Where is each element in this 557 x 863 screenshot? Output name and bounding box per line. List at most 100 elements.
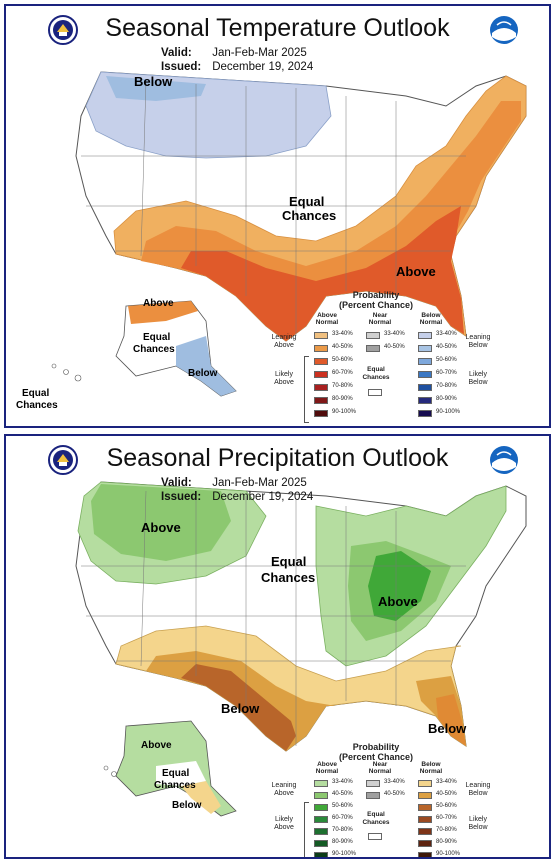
commerce-seal-icon <box>48 445 78 475</box>
valid-line: Valid: Jan-Feb-Mar 2025 <box>161 47 307 59</box>
legend-swatch-label: 50-60% <box>436 357 457 363</box>
legend-col-near: Near Normal <box>368 312 392 326</box>
legend-swatch-above <box>314 804 328 811</box>
label-equal-2: Chances <box>282 208 336 223</box>
legend-swatch-near <box>366 332 380 339</box>
legend-swatch-label: 60-70% <box>332 370 353 376</box>
label-below-fl: Below <box>428 721 467 736</box>
legend-leaning-above: Leaning Above <box>271 782 297 797</box>
valid-value: Jan-Feb-Mar 2025 <box>212 47 307 59</box>
legend-swatch-above <box>314 397 328 404</box>
legend-swatch-label: 33-40% <box>436 779 457 785</box>
label-ak-above: Above <box>143 298 174 309</box>
legend-swatch-label: 60-70% <box>436 815 457 821</box>
label-ak-below: Below <box>188 368 218 379</box>
legend-swatch-label: 33-40% <box>384 331 405 337</box>
legend-swatch-label: 70-80% <box>436 383 457 389</box>
temperature-map: Below Equal Chances Above Above Equal Ch… <box>16 71 527 411</box>
legend-swatch-label: 90-100% <box>436 851 461 857</box>
legend-swatch-label: 70-80% <box>332 383 353 389</box>
legend-swatch-above <box>314 358 328 365</box>
label-ak-equal-2: Chances <box>154 780 196 791</box>
issued-value: December 19, 2024 <box>212 491 314 503</box>
legend-likely-above: Likely Above <box>274 371 294 386</box>
label-ak-below: Below <box>172 800 202 811</box>
noaa-logo-icon <box>490 16 518 44</box>
issued-value: December 19, 2024 <box>212 61 314 73</box>
label-below-nw: Below <box>134 74 173 89</box>
legend-swatch-near <box>366 780 380 787</box>
legend-equal-chances: Equal Chances <box>362 811 390 827</box>
legend-swatch-above <box>314 852 328 857</box>
noaa-logo-icon <box>490 446 518 474</box>
precip-below-50-fl <box>436 694 466 746</box>
legend-swatch-label: 90-100% <box>332 409 357 415</box>
legend-subtitle: (Percent Chance) <box>338 752 414 762</box>
legend-swatch-below <box>418 792 432 799</box>
legend-swatch-equal <box>368 832 382 840</box>
legend-likely-below: Likely Below <box>468 816 488 831</box>
temperature-outlook-panel: Below Equal Chances Above Above Equal Ch… <box>4 4 551 428</box>
precipitation-outlook-panel: Above Equal Chances Above Below Below Ab… <box>4 434 551 859</box>
legend-leaning-below: Leaning Below <box>465 782 491 797</box>
hawaii-islands <box>103 765 117 777</box>
page-title: Seasonal Temperature Outlook <box>105 14 450 42</box>
legend-subtitle: (Percent Chance) <box>338 300 414 310</box>
valid-line: Valid: Jan-Feb-Mar 2025 <box>161 477 307 489</box>
legend-swatch-label: 40-50% <box>384 344 405 350</box>
label-hi-equal-1: Equal <box>22 388 49 399</box>
label-hi-equal-2: Chances <box>16 400 58 411</box>
issued-label: Issued: <box>161 491 202 503</box>
legend-col-below: Below Normal <box>419 761 443 775</box>
legend-swatch-label: 80-90% <box>436 396 457 402</box>
legend-title: Probability <box>352 742 400 752</box>
legend-swatch-equal <box>368 389 382 397</box>
precip-below-50 <box>181 664 296 751</box>
issued-line: Issued: December 19, 2024 <box>161 61 313 73</box>
ak-equal-region <box>156 761 206 786</box>
legend-swatch-above <box>314 840 328 847</box>
label-below-sw: Below <box>221 701 260 716</box>
legend-swatch-label: 70-80% <box>332 827 353 833</box>
label-ak-above: Above <box>141 740 172 751</box>
hawaii-islands <box>51 363 82 382</box>
legend-swatch-label: 50-60% <box>332 803 353 809</box>
legend-swatch-below <box>418 332 432 339</box>
legend-swatch-label: 80-90% <box>332 396 353 402</box>
legend-swatch-label: 33-40% <box>332 779 353 785</box>
legend-swatch-below <box>418 371 432 378</box>
commerce-seal-icon <box>48 15 78 45</box>
legend-swatch-label: 40-50% <box>332 344 353 350</box>
precipitation-legend: Probability (Percent Chance) Above Normal N… <box>246 742 490 857</box>
legend-col-near: Near Normal <box>368 761 392 775</box>
legend-swatch-label: 40-50% <box>384 791 405 797</box>
label-ak-equal-1: Equal <box>162 768 189 779</box>
legend-swatch-below <box>418 780 432 787</box>
legend-col-above: Above Normal <box>315 761 339 775</box>
label-ak-equal-2: Chances <box>133 344 175 355</box>
legend-likely-below: Likely Below <box>468 371 488 386</box>
legend-swatch-label: 33-40% <box>436 331 457 337</box>
legend-swatch-label: 50-60% <box>436 803 457 809</box>
legend-swatch-above <box>314 828 328 835</box>
valid-value: Jan-Feb-Mar 2025 <box>212 477 307 489</box>
legend-swatch-above <box>314 816 328 823</box>
legend-swatch-below <box>418 816 432 823</box>
ak-above-region <box>128 301 198 324</box>
precip-above-gl-50 <box>368 551 431 621</box>
legend-swatch-above <box>314 384 328 391</box>
legend-swatch-label: 70-80% <box>436 827 457 833</box>
legend-title: Probability <box>352 290 400 300</box>
legend-swatch-label: 90-100% <box>436 409 461 415</box>
legend-swatch-label: 40-50% <box>332 791 353 797</box>
legend-swatch-label: 50-60% <box>332 357 353 363</box>
legend-swatch-below <box>418 384 432 391</box>
temp-below-40-region <box>106 76 206 101</box>
legend-swatch-below <box>418 828 432 835</box>
label-equal-1: Equal <box>271 554 306 569</box>
legend-swatch-near <box>366 792 380 799</box>
valid-label: Valid: <box>161 477 192 489</box>
ak-below-region <box>176 336 236 396</box>
ak-below-region <box>181 781 221 814</box>
legend-swatch-label: 80-90% <box>436 839 457 845</box>
